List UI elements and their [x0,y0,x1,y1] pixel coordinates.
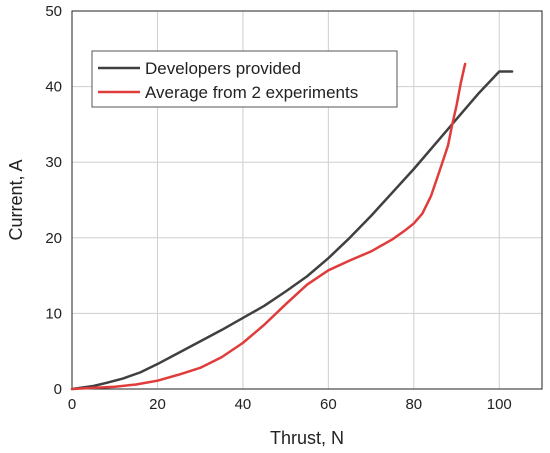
x-tick-label: 80 [405,396,422,413]
series-line-0 [70,70,514,391]
y-tick-label: 0 [54,381,62,398]
series-line-1 [70,62,467,391]
plot-frame [71,10,543,390]
y-tick-label: 50 [45,3,62,20]
y-tick-label: 40 [45,79,62,96]
legend-box [91,50,398,108]
y-tick-label: 10 [45,305,62,322]
x-tick-label: 40 [235,396,252,413]
x-tick-label: 20 [149,396,166,413]
x-axis-title: Thrust, N [270,428,344,448]
axis-ticks: 0 20 40 60 80 100 0 10 20 30 40 50 [45,3,511,413]
x-tick-label: 0 [68,396,76,413]
legend-label-developers-provided: Developers provided [145,59,301,78]
legend-label-average-experiments: Average from 2 experiments [145,83,358,102]
legend: Developers provided Average from 2 exper… [91,50,398,108]
series-lines [70,62,514,391]
x-tick-label: 60 [320,396,337,413]
y-tick-label: 30 [45,154,62,171]
y-tick-label: 20 [45,230,62,247]
y-axis-title: Current, A [6,159,26,240]
x-tick-label: 100 [487,396,512,413]
